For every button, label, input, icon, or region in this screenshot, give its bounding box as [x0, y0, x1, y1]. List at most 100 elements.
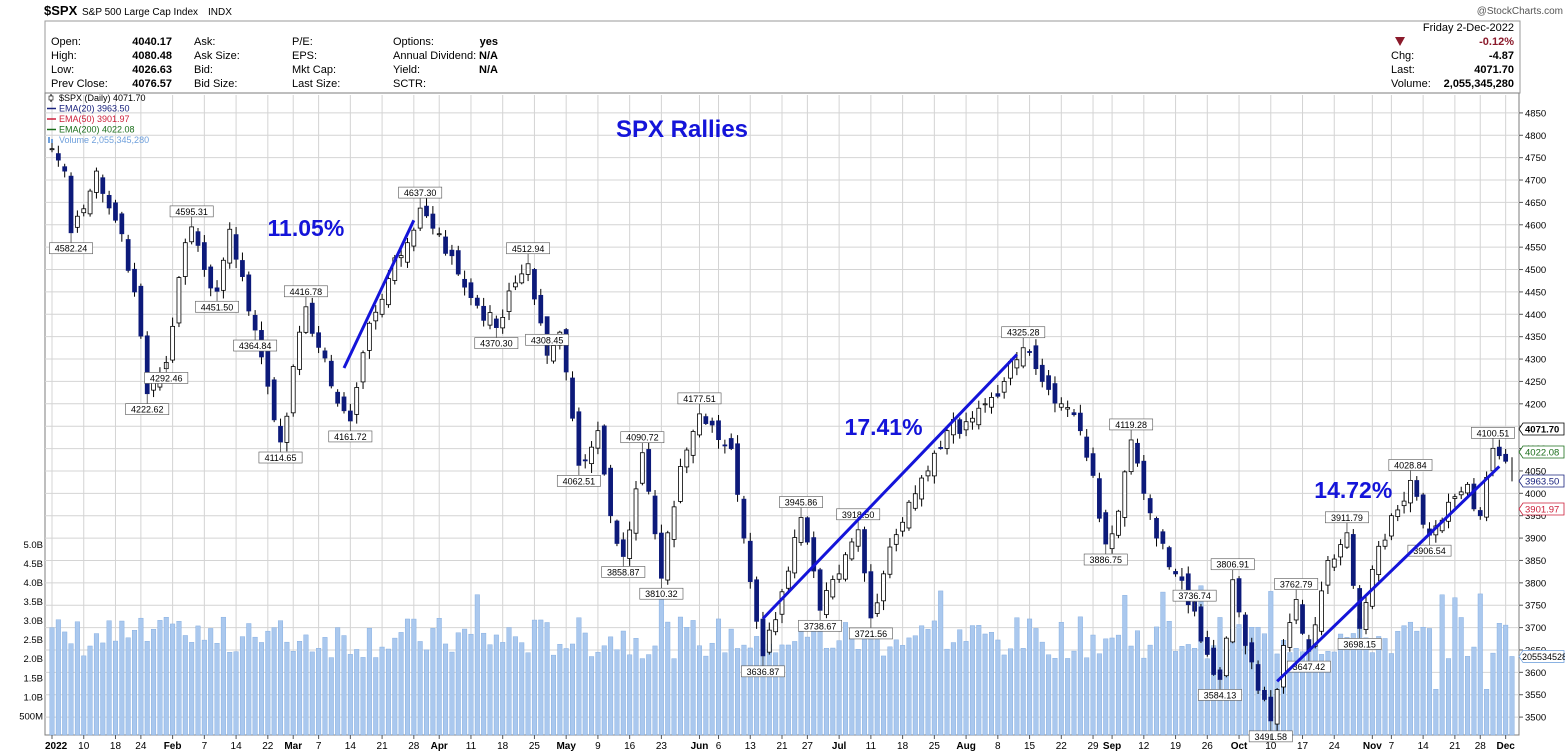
date-tick-label: 15: [1024, 741, 1036, 752]
price-tick-label: 3550: [1525, 690, 1546, 701]
volume-bar: [443, 643, 449, 736]
price-callout-box: [1083, 553, 1128, 566]
volume-bar: [741, 644, 747, 736]
price-callout: 3911.79: [1331, 513, 1363, 523]
volume-bar: [976, 625, 982, 736]
volume-bar: [1071, 650, 1077, 736]
price-callout: 3918.50: [842, 510, 875, 520]
candle: [1465, 483, 1470, 494]
volume-bar: [722, 652, 728, 736]
price-tick-label: 4550: [1525, 243, 1546, 254]
down-arrow-icon: [1395, 37, 1405, 46]
volume-bar: [639, 658, 645, 736]
volume-bar: [887, 646, 893, 736]
candle: [881, 573, 886, 602]
volume-bar: [182, 635, 188, 736]
candle: [931, 452, 937, 477]
candle: [1477, 510, 1483, 517]
volume-bar: [252, 636, 258, 736]
date-tick-label: 7: [1389, 741, 1395, 752]
date-tick-label: 14: [1418, 741, 1430, 752]
volume-bar: [868, 627, 874, 736]
candle: [373, 311, 379, 322]
quote-chg: -4.87: [1489, 50, 1514, 62]
volume-bar: [1084, 657, 1090, 736]
candle: [1249, 642, 1255, 663]
price-callout-box: [1274, 578, 1319, 590]
volume-bar: [360, 657, 366, 736]
candle: [1109, 533, 1115, 550]
volume-tick-label: 1.5B: [23, 673, 43, 684]
price-callout: 4114.65: [265, 453, 297, 463]
date-tick-label: Dec: [1496, 741, 1515, 752]
candle: [1090, 453, 1096, 476]
candle: [1243, 614, 1248, 646]
price-callout-box: [556, 475, 601, 487]
volume-bar: [233, 651, 239, 736]
volume-bar: [1388, 653, 1394, 736]
candle: [1471, 483, 1477, 510]
candle: [513, 282, 518, 288]
quote-value: 4076.57: [132, 78, 172, 90]
candle: [1350, 534, 1356, 586]
candle: [570, 377, 575, 419]
volume-bar: [1134, 630, 1140, 736]
volume-bar: [817, 627, 823, 736]
volume-bar: [1369, 652, 1375, 736]
rally-label: 17.41%: [845, 414, 923, 440]
candle: [912, 493, 918, 509]
date-tick-label: 19: [1170, 741, 1182, 752]
quote-last: 4071.70: [1474, 64, 1514, 76]
price-callout-box: [125, 403, 170, 415]
candle: [792, 537, 798, 574]
candle: [1338, 544, 1343, 558]
candle: [1097, 478, 1102, 519]
date-tick-label: 9: [595, 741, 601, 752]
volume-bar: [119, 620, 125, 736]
candle: [582, 459, 588, 462]
candle: [1166, 547, 1172, 568]
volume-bar: [1350, 633, 1356, 736]
candle: [1071, 412, 1077, 416]
volume-bar: [481, 632, 487, 736]
volume-bar: [132, 630, 138, 736]
candle: [436, 233, 442, 236]
candle: [411, 229, 417, 247]
price-callout: 4451.50: [201, 302, 234, 312]
candle: [424, 205, 429, 217]
date-tick-label: 13: [745, 741, 757, 752]
volume-bar: [525, 652, 531, 736]
candle: [1452, 496, 1458, 499]
volume-bar: [804, 636, 810, 736]
date-tick-label: Oct: [1231, 741, 1248, 752]
quote-value: N/A: [479, 64, 498, 76]
price-callout: 4292.46: [150, 373, 183, 383]
volume-bar: [189, 642, 195, 736]
candle: [214, 287, 220, 292]
candle: [347, 410, 353, 422]
volume-bar: [220, 616, 226, 736]
volume-bar: [1058, 622, 1064, 736]
price-callout-box: [1210, 558, 1255, 571]
price-tick-label: 3750: [1525, 601, 1546, 612]
candle: [106, 194, 112, 209]
candle: [81, 208, 87, 214]
volume-bar: [208, 628, 214, 736]
price-callout-box: [474, 337, 519, 349]
candle: [525, 263, 531, 275]
candle: [1287, 622, 1293, 648]
date-tick-label: Apr: [431, 741, 448, 752]
price-tick-label: 4700: [1525, 176, 1546, 187]
volume-bar: [335, 627, 341, 736]
candle: [1395, 509, 1401, 517]
candle: [1458, 491, 1464, 496]
price-callout: 4364.84: [239, 341, 272, 351]
volume-bar: [49, 627, 55, 736]
price-callout: 3762.79: [1280, 579, 1313, 589]
volume-bar: [100, 642, 106, 736]
date-tick-label: 12: [1138, 741, 1150, 752]
volume-bar: [944, 648, 950, 736]
volume-bar: [830, 647, 836, 736]
volume-bar: [1293, 648, 1299, 736]
candle: [1147, 498, 1153, 514]
